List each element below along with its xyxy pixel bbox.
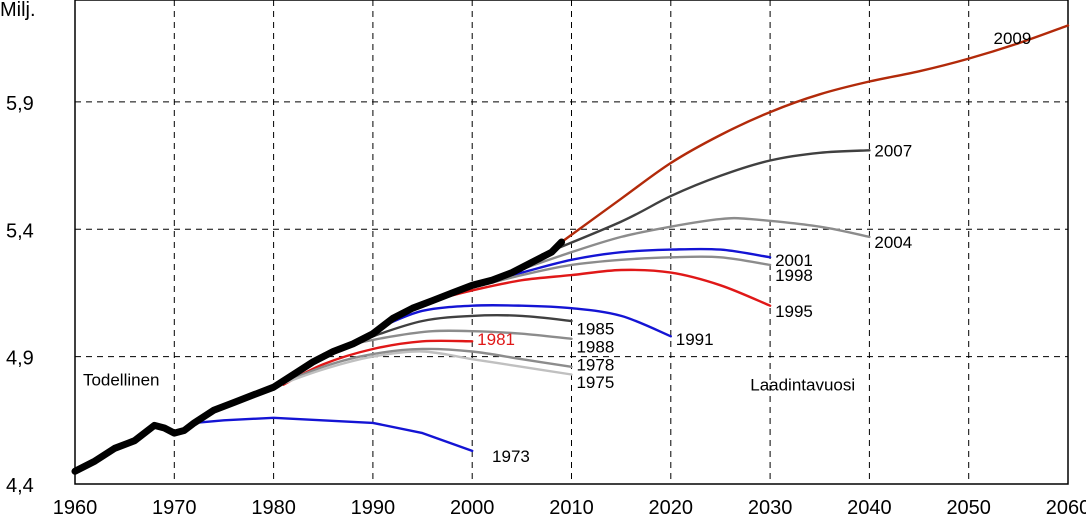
series-line-2007	[540, 149, 871, 256]
actual-line	[71, 238, 566, 475]
x-tick-label: 2030	[748, 497, 793, 519]
series-line-1988	[351, 329, 573, 346]
series-label-1995: 1995	[775, 302, 813, 321]
x-tick-label: 2010	[549, 497, 594, 519]
actual-population-series	[71, 238, 566, 475]
series-line-1973	[193, 416, 474, 453]
series-label-1973: 1973	[492, 447, 530, 466]
series-line-2001	[480, 247, 772, 284]
series-label-1975: 1975	[576, 373, 614, 392]
series-line-2004	[510, 216, 871, 274]
y-tick-label: 5,4	[6, 220, 34, 242]
series-label-1981: 1981	[477, 330, 515, 349]
x-tick-label: 2040	[847, 497, 892, 519]
projection-series	[193, 24, 1070, 453]
series-label-1985: 1985	[576, 320, 614, 339]
x-tick-label: 1970	[152, 497, 197, 519]
actual-label: Todellinen	[83, 371, 160, 390]
series-label-1991: 1991	[676, 330, 714, 349]
x-tick-label: 2000	[450, 497, 495, 519]
y-tick-label: 4,4	[6, 475, 34, 497]
series-line-2009	[560, 24, 1070, 244]
projection-year-label: Laadintavuosi	[750, 376, 855, 395]
plot-frame	[74, 0, 1069, 485]
series-label-2007: 2007	[874, 141, 912, 160]
series-line-1991	[381, 303, 672, 338]
x-tick-label: 2050	[946, 497, 991, 519]
series-label-2001: 2001	[775, 251, 813, 270]
series-label-1998: 1998	[775, 266, 813, 285]
series-line-1995	[421, 268, 772, 307]
x-tick-label: 1990	[351, 497, 396, 519]
y-axis-label: Milj.	[0, 0, 36, 21]
x-tick-label: 2020	[649, 497, 694, 519]
series-line-1978	[252, 347, 573, 396]
x-tick-label: 1980	[251, 497, 296, 519]
x-tick-label: 2060	[1046, 497, 1086, 519]
series-label-2004: 2004	[874, 233, 912, 252]
y-axis-ticks: 4,4 4,9 5,4 5,9	[6, 93, 34, 497]
x-axis-ticks: 1960 1970 1980 1990 2000 2010 2020 2030 2040 2050…	[53, 497, 1086, 519]
series-line-1998	[451, 255, 772, 295]
series-label-1988: 1988	[576, 337, 614, 356]
series-line-1981	[282, 339, 474, 386]
series-label-2009: 2009	[994, 29, 1032, 48]
y-tick-label: 4,9	[6, 348, 34, 370]
y-tick-label: 5,9	[6, 93, 34, 115]
series-label-1978: 1978	[576, 355, 614, 374]
x-tick-label: 1960	[53, 497, 98, 519]
